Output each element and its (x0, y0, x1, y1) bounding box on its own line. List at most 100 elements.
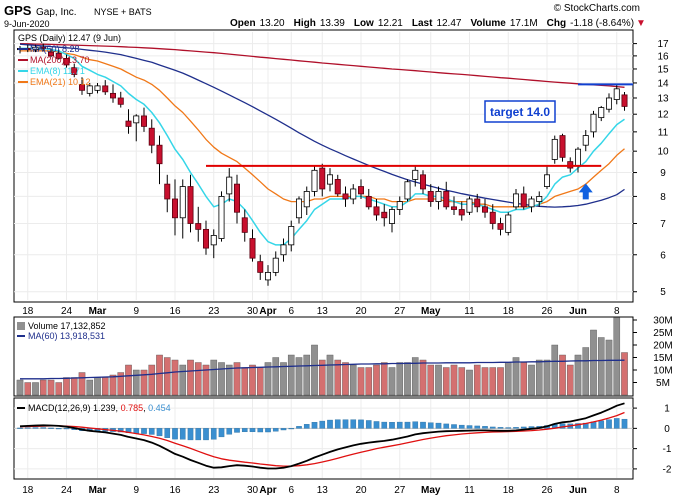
macd-histogram-bar (24, 427, 31, 429)
macd-histogram-bar (365, 420, 372, 429)
date-tick-label: 6 (288, 306, 294, 317)
volume-bar (373, 364, 380, 396)
candle-body (319, 167, 326, 190)
volume-bar (32, 382, 39, 396)
candle-body (125, 120, 132, 127)
price-y-tick-label: 9 (660, 168, 666, 179)
volume-legend-swatch (17, 322, 25, 330)
low-value: 12.21 (378, 18, 403, 29)
ma200-legend-entry: MA(200) 13.70 (30, 55, 90, 65)
volume-bar (264, 362, 272, 396)
candle-body (218, 196, 225, 239)
price-y-tick-label: 5 (660, 287, 666, 298)
volume-bar (295, 357, 303, 396)
candle-body (443, 191, 450, 208)
price-y-tick-label: 12 (657, 110, 669, 121)
volume-bar (163, 357, 171, 396)
high-value: 13.39 (320, 18, 345, 29)
macd-histogram-bar (427, 422, 434, 429)
candle-body (412, 169, 419, 180)
candle-body (40, 46, 47, 49)
macd-histogram-bar (272, 428, 279, 432)
candle-body (357, 186, 364, 195)
volume-y-tick-label: 10M (653, 366, 672, 377)
volume-bar (605, 339, 613, 396)
volume-bar (94, 377, 101, 396)
volume-bar (551, 344, 559, 396)
macd-histogram-bar (358, 419, 364, 429)
macd-histogram-bar (187, 428, 194, 441)
date-tick-label: 26 (541, 306, 553, 317)
macd-histogram-bar (218, 428, 225, 438)
candle-body (171, 198, 178, 219)
date-tick-label: Apr (259, 485, 276, 496)
volume-bar (450, 364, 458, 396)
volume-bar (411, 357, 419, 396)
volume-bar (86, 379, 94, 396)
date-tick-label: 18 (503, 306, 515, 317)
chg-value: -1.18 (-8.64%) (570, 18, 634, 29)
volume-bar (241, 367, 249, 396)
date-tick-label: 13 (317, 485, 329, 496)
price-candles (16, 43, 628, 286)
price-legend-entry: GPS (Daily) 12.47 (9 Jun) (18, 33, 121, 43)
candle-body (86, 85, 93, 94)
candle-body (575, 148, 582, 167)
macd-y-axis: -2 -1 0 1 (633, 404, 672, 475)
volume-bar (388, 367, 396, 396)
volume-bar (334, 359, 342, 396)
price-y-tick-label: 8 (660, 192, 666, 203)
macd-histogram-bar (288, 428, 295, 430)
candle-body (164, 183, 171, 200)
volume-bar (543, 359, 551, 396)
volume-bar (357, 367, 365, 396)
candle-body (388, 209, 395, 224)
candle-body (598, 107, 605, 119)
date-tick-label: 6 (288, 485, 294, 496)
volume-bar (349, 364, 357, 396)
price-y-tick-label: 11 (658, 127, 669, 138)
breakout-arrow-icon (578, 183, 593, 200)
volume-bar (16, 379, 24, 396)
price-panel-frame (13, 29, 634, 303)
chg-label: Chg (547, 18, 566, 29)
date-tick-label: 11 (464, 306, 475, 317)
volume-bar (272, 357, 280, 396)
macd-histogram-bar (241, 428, 248, 433)
ema21-legend-entry: EMA(21) 10.12 (30, 77, 91, 87)
candle-body (241, 217, 248, 233)
candle-body (404, 181, 411, 200)
high-label: High (294, 18, 316, 29)
candle-body (396, 201, 403, 210)
candle-body (195, 223, 202, 230)
volume-bar (559, 354, 566, 396)
volume-bar (442, 367, 450, 396)
candle-body (613, 88, 620, 100)
macd-histogram-bar (505, 427, 512, 429)
candle-body (202, 228, 209, 249)
ema8-legend-entry: EMA(8) 11.71 (30, 66, 85, 76)
ma50-legend-entry: MA(50) 8.28 (30, 44, 80, 54)
date-tick-label: 9 (133, 485, 139, 496)
macd-legend: MACD(12,26,9) 1.239, 0.785, 0.454 (17, 403, 171, 413)
macd-histogram-bar (172, 428, 178, 440)
macd-histogram-bar (482, 426, 488, 429)
macd-histogram-bar (458, 424, 465, 429)
volume-y-tick-label: 30M (653, 316, 672, 327)
symbol-label: GPS (4, 3, 32, 18)
price-y-tick-label: 13 (657, 93, 669, 104)
macd-histogram-bar (296, 426, 302, 429)
volume-bar (489, 367, 497, 396)
candle-body (497, 223, 504, 230)
date-tick-label: 18 (22, 306, 34, 317)
macd-signal-line (19, 411, 625, 467)
macd-histogram-bar (396, 421, 403, 429)
copyright-label: © StockCharts.com (554, 3, 640, 14)
open-value: 13.20 (260, 18, 285, 29)
macd-value-label: MACD(12,26,9) 1.239 (28, 403, 116, 413)
chg-down-arrow-icon: ▼ (636, 18, 646, 29)
macd-histogram-bar (141, 428, 147, 434)
macd-histogram-bar (156, 428, 163, 437)
macd-line (19, 402, 625, 470)
last-value: 12.47 (436, 18, 461, 29)
